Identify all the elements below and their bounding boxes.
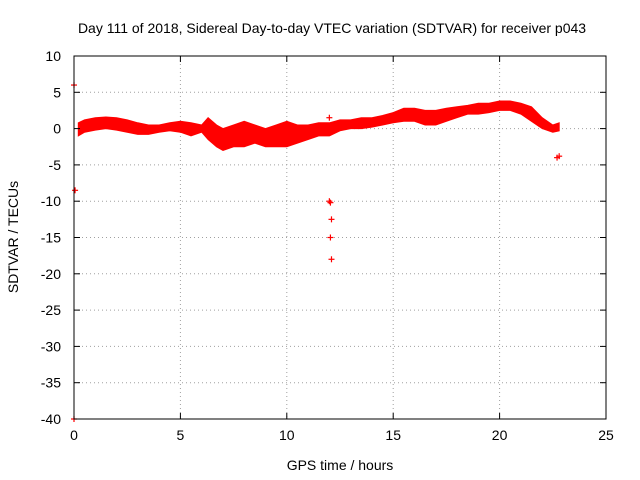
x-axis-tick-labels: 0 5 10 15 20 25 bbox=[70, 427, 614, 443]
x-tick-label: 10 bbox=[279, 427, 295, 443]
y-tick-label: -35 bbox=[41, 375, 61, 391]
y-tick-label: -15 bbox=[41, 230, 61, 246]
y-tick-label: 5 bbox=[53, 84, 61, 100]
x-axis-label: GPS time / hours bbox=[287, 457, 394, 473]
y-axis-label: SDTVAR / TECUs bbox=[5, 181, 21, 293]
x-tick-label: 0 bbox=[70, 427, 78, 443]
data-point bbox=[327, 199, 334, 206]
y-axis-tick-labels: 10 5 0 -5 -10 -15 -20 -25 -30 -35 -40 bbox=[41, 48, 61, 427]
data-point bbox=[328, 256, 335, 263]
axis-ticks bbox=[73, 55, 607, 420]
sdtvar-band bbox=[77, 100, 560, 151]
series-main-band bbox=[77, 100, 560, 151]
data-point bbox=[326, 198, 333, 205]
x-tick-label: 5 bbox=[177, 427, 185, 443]
series-outliers bbox=[71, 82, 563, 422]
data-point bbox=[72, 187, 79, 194]
data-point bbox=[556, 153, 563, 160]
y-tick-label: -10 bbox=[41, 193, 61, 209]
data-point bbox=[328, 216, 335, 223]
data-point bbox=[327, 234, 334, 241]
y-tick-label: -20 bbox=[41, 266, 61, 282]
y-tick-label: 10 bbox=[45, 48, 61, 64]
y-tick-label: -25 bbox=[41, 302, 61, 318]
y-tick-label: 0 bbox=[53, 121, 61, 137]
x-tick-label: 15 bbox=[385, 427, 401, 443]
x-tick-label: 25 bbox=[598, 427, 614, 443]
chart-title: Day 111 of 2018, Sidereal Day-to-day VTE… bbox=[78, 20, 586, 36]
y-tick-label: -40 bbox=[41, 411, 61, 427]
data-point bbox=[326, 114, 333, 121]
y-tick-label: -5 bbox=[49, 157, 62, 173]
y-tick-label: -30 bbox=[41, 338, 61, 354]
x-tick-label: 20 bbox=[492, 427, 508, 443]
